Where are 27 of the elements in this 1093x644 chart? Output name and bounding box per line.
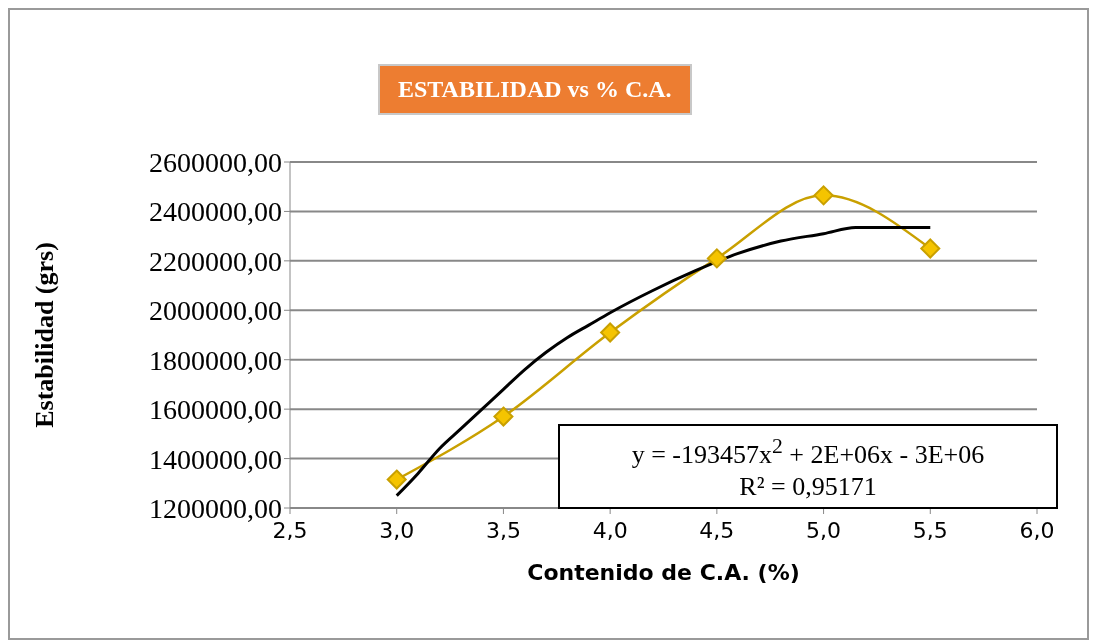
point (813, 185, 834, 206)
y-axis-title: Estabilidad (grs) (30, 242, 60, 428)
x-tick-label: 3,0 (379, 517, 415, 543)
equation-text-box: y = -193457x$^{2}$ + 2E+06x - 3E+06 R² = 0,95171 (558, 424, 1058, 509)
point (386, 469, 407, 490)
x-tick-label: 3,5 (485, 517, 521, 543)
annotation: R² = 0,95171 (738, 470, 878, 503)
x-tick-label: 4,0 (592, 517, 628, 543)
y-tick-label: 1400000,00 (149, 443, 282, 475)
x-tick-label: 5,5 (912, 517, 948, 543)
point (706, 248, 727, 269)
x-axis-title: Contenido de C.A. (%) (527, 560, 800, 585)
x-tick-label: 4,5 (699, 517, 735, 543)
y-tick-label: 1600000,00 (149, 394, 282, 426)
x-tick-label: 6,0 (1019, 517, 1055, 543)
y-tick-label: 2400000,00 (149, 196, 282, 228)
annotation: y = -193457x$^{2}$ + 2E+06x - 3E+06 (630, 433, 986, 471)
chart-title: ESTABILIDAD vs % C.A. (378, 64, 692, 115)
x-tick-label: 5,0 (806, 517, 842, 543)
y-tick-label: 1800000,00 (149, 344, 282, 376)
x-tick-label: 2,5 (272, 517, 308, 543)
point (493, 406, 514, 427)
y-tick-label: 2200000,00 (149, 245, 282, 277)
y-tick-label: 2000000,00 (149, 295, 282, 327)
y-tick-label: 2600000,00 (149, 146, 282, 178)
point (920, 238, 941, 259)
point (600, 322, 621, 343)
